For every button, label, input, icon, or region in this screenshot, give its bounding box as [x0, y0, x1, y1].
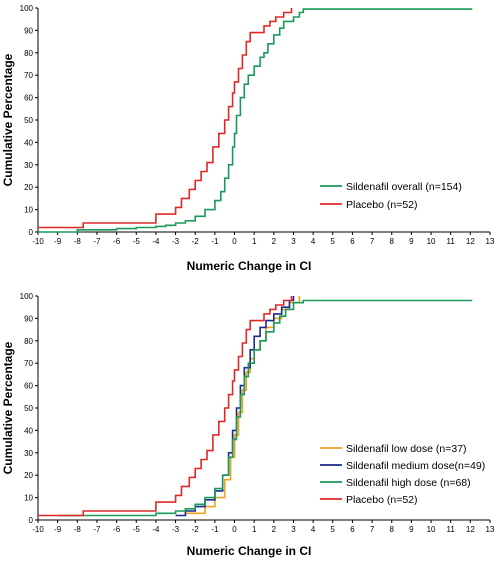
series-line-3: [57, 299, 473, 517]
y-tick-label: 100: [20, 292, 34, 301]
y-tick-label: 60: [24, 382, 33, 391]
x-tick-label: 10: [427, 525, 436, 534]
x-tick-label: 5: [331, 525, 336, 534]
x-tick-label: 6: [350, 237, 355, 246]
legend-label: Sildenafil high dose (n=68): [346, 477, 471, 489]
y-axis-label: Cumulative Percentage: [1, 53, 15, 186]
x-tick-label: 12: [466, 237, 475, 246]
x-tick-label: -1: [211, 525, 219, 534]
x-tick-label: 2: [272, 525, 277, 534]
y-tick-label: 10: [24, 494, 33, 503]
x-tick-label: -6: [113, 525, 121, 534]
x-tick-label: -8: [74, 237, 82, 246]
series-line-4: [38, 296, 293, 517]
y-tick-label: 50: [24, 404, 33, 413]
y-tick-label: 30: [24, 449, 33, 458]
x-axis-label: Numeric Change in CI: [187, 259, 312, 273]
x-tick-label: -9: [54, 237, 62, 246]
x-tick-label: -7: [93, 237, 101, 246]
legend-label: Placebo (n=52): [346, 494, 418, 506]
legend-label: Sildenafil medium dose(n=49): [346, 460, 485, 472]
x-tick-label: 9: [409, 237, 414, 246]
y-tick-label: 70: [24, 359, 33, 368]
x-tick-label: -5: [133, 237, 141, 246]
y-axis-label: Cumulative Percentage: [1, 341, 15, 474]
y-tick-label: 30: [24, 161, 33, 170]
x-tick-label: 9: [409, 525, 414, 534]
y-tick-label: 20: [24, 183, 33, 192]
y-tick-label: 40: [24, 426, 33, 435]
y-tick-label: 80: [24, 337, 33, 346]
x-tick-label: -10: [32, 525, 44, 534]
x-tick-label: -2: [192, 237, 200, 246]
x-tick-label: 3: [291, 525, 296, 534]
x-tick-label: 12: [466, 525, 475, 534]
x-tick-label: -10: [32, 237, 44, 246]
legend-label: Sildenafil low dose (n=37): [346, 443, 467, 455]
x-tick-label: -4: [152, 525, 160, 534]
x-axis-label: Numeric Change in CI: [187, 544, 312, 558]
x-tick-label: 1: [252, 237, 257, 246]
x-tick-label: 5: [331, 237, 336, 246]
x-tick-label: -9: [54, 525, 62, 534]
x-tick-label: 10: [427, 237, 436, 246]
legend-label: Sildenafil overall (n=154): [346, 181, 462, 193]
y-tick-label: 100: [20, 4, 34, 13]
y-tick-label: 40: [24, 138, 33, 147]
x-tick-label: 8: [390, 237, 395, 246]
x-tick-label: 8: [390, 525, 395, 534]
x-tick-label: 4: [311, 525, 316, 534]
legend-label: Placebo (n=52): [346, 199, 418, 211]
x-tick-label: -5: [133, 525, 141, 534]
series-line-1: [38, 8, 473, 233]
x-tick-label: 0: [232, 525, 237, 534]
x-tick-label: -4: [152, 237, 160, 246]
x-tick-label: -3: [172, 525, 180, 534]
x-tick-label: 4: [311, 237, 316, 246]
x-tick-label: 1: [252, 525, 257, 534]
series-line-2: [38, 8, 293, 229]
x-tick-label: 7: [370, 237, 375, 246]
x-tick-label: 13: [486, 525, 495, 534]
x-tick-label: 13: [486, 237, 495, 246]
x-tick-label: -1: [211, 237, 219, 246]
y-tick-label: 50: [24, 116, 33, 125]
x-tick-label: -2: [192, 525, 200, 534]
y-tick-label: 80: [24, 49, 33, 58]
y-tick-label: 70: [24, 71, 33, 80]
y-tick-label: 0: [29, 228, 34, 237]
x-tick-label: -3: [172, 237, 180, 246]
series-line-1: [185, 296, 301, 515]
x-tick-label: -6: [113, 237, 121, 246]
x-tick-label: 11: [447, 525, 456, 534]
x-tick-label: 7: [370, 525, 375, 534]
y-tick-label: 10: [24, 206, 33, 215]
series-line-2: [175, 296, 295, 517]
y-tick-label: 90: [24, 26, 33, 35]
x-tick-label: 0: [232, 237, 237, 246]
x-tick-label: 2: [272, 237, 277, 246]
x-tick-label: 11: [447, 237, 456, 246]
y-tick-label: 60: [24, 94, 33, 103]
x-tick-label: -8: [74, 525, 82, 534]
y-tick-label: 20: [24, 471, 33, 480]
y-tick-label: 90: [24, 314, 33, 323]
x-tick-label: 6: [350, 525, 355, 534]
x-tick-label: 3: [291, 237, 296, 246]
y-tick-label: 0: [29, 516, 34, 525]
x-tick-label: -7: [93, 525, 101, 534]
